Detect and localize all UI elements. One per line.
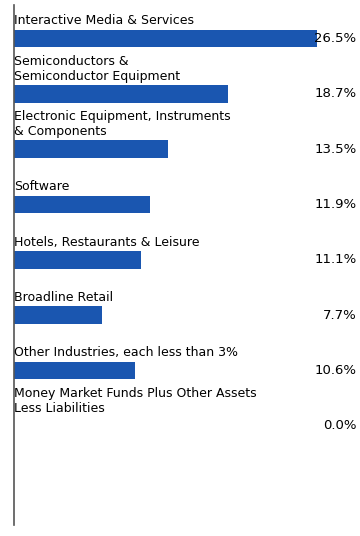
Text: 0.0%: 0.0% bbox=[323, 419, 356, 432]
Text: Other Industries, each less than 3%: Other Industries, each less than 3% bbox=[14, 346, 238, 359]
Text: Money Market Funds Plus Other Assets
Less Liabilities: Money Market Funds Plus Other Assets Les… bbox=[14, 386, 257, 415]
Bar bbox=[14, 196, 150, 213]
Text: 10.6%: 10.6% bbox=[314, 364, 356, 377]
Bar bbox=[14, 251, 141, 269]
Text: Electronic Equipment, Instruments
& Components: Electronic Equipment, Instruments & Comp… bbox=[14, 110, 231, 138]
Bar bbox=[14, 29, 316, 47]
Bar bbox=[14, 85, 228, 103]
Text: Semiconductors &
Semiconductor Equipment: Semiconductors & Semiconductor Equipment bbox=[14, 55, 180, 83]
Text: Interactive Media & Services: Interactive Media & Services bbox=[14, 14, 194, 27]
Text: Software: Software bbox=[14, 181, 70, 193]
Text: 13.5%: 13.5% bbox=[314, 143, 356, 155]
Text: 11.1%: 11.1% bbox=[314, 254, 356, 266]
Text: 26.5%: 26.5% bbox=[314, 32, 356, 45]
Text: Hotels, Restaurants & Leisure: Hotels, Restaurants & Leisure bbox=[14, 236, 200, 249]
Bar bbox=[14, 140, 168, 158]
Bar bbox=[14, 362, 135, 379]
Text: 11.9%: 11.9% bbox=[314, 198, 356, 211]
Text: Broadline Retail: Broadline Retail bbox=[14, 291, 113, 304]
Bar bbox=[14, 306, 102, 324]
Text: 7.7%: 7.7% bbox=[323, 309, 356, 322]
Text: 18.7%: 18.7% bbox=[314, 87, 356, 100]
